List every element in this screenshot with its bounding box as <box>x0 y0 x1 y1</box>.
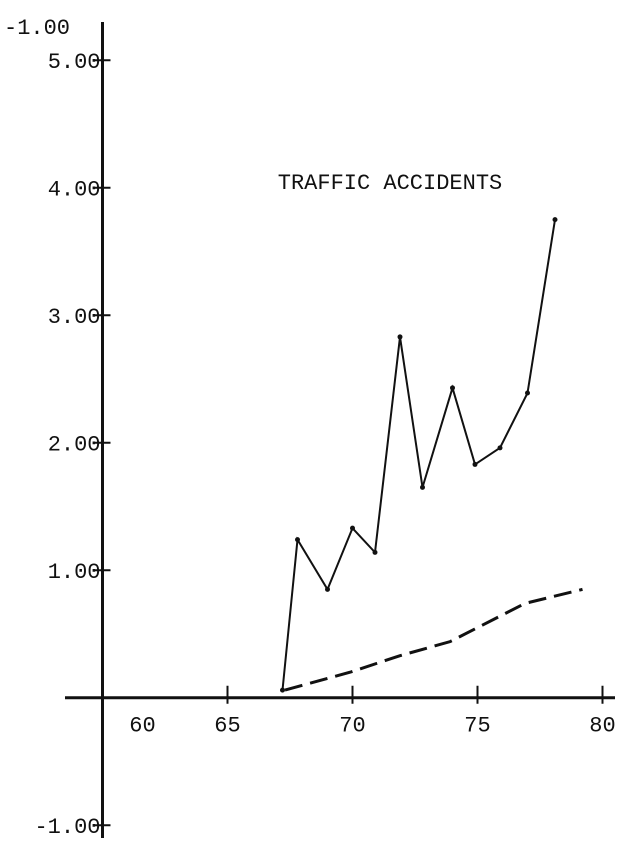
point <box>420 484 425 490</box>
point <box>325 586 330 592</box>
point <box>397 334 403 340</box>
y-tick-label: -1.00 <box>34 815 100 840</box>
point <box>280 687 285 693</box>
y-tick-label: 2.00 <box>48 433 101 458</box>
point <box>450 385 455 391</box>
point <box>295 537 300 543</box>
point <box>350 525 355 531</box>
line <box>284 587 583 692</box>
x-tick-label: 70 <box>339 714 365 739</box>
annotation: -1.00 <box>4 16 70 41</box>
point <box>497 445 503 451</box>
x-tick-label: 80 <box>589 714 615 739</box>
y-tick-label: 3.00 <box>48 305 101 330</box>
line <box>281 219 556 691</box>
point <box>372 549 378 555</box>
y-tick-label: 5.00 <box>48 50 101 75</box>
point <box>525 390 530 396</box>
chart-title: TRAFFIC ACCIDENTS <box>278 171 502 196</box>
x-tick-label: 60 <box>129 714 155 739</box>
point <box>552 217 558 223</box>
x-tick-label: 65 <box>214 714 240 739</box>
point <box>472 461 478 467</box>
y-tick-label: 4.00 <box>48 178 101 203</box>
y-tick-label: 1.00 <box>48 560 101 585</box>
x-tick-label: 75 <box>464 714 490 739</box>
